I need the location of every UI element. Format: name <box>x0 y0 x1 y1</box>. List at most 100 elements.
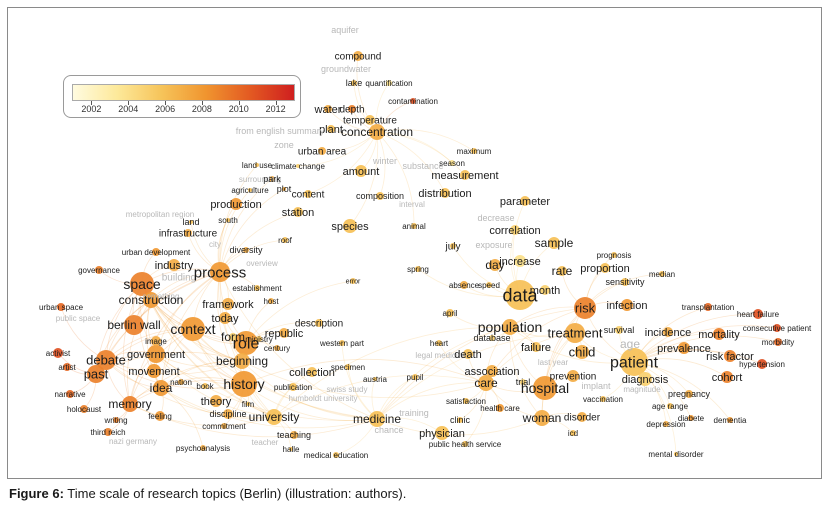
term-node[interactable] <box>113 417 119 423</box>
term-node[interactable] <box>96 350 116 370</box>
term-label[interactable]: medicine <box>353 412 401 426</box>
term-label[interactable]: training <box>399 408 429 418</box>
term-label[interactable]: temperature <box>343 116 397 127</box>
term-node[interactable] <box>412 374 418 380</box>
term-node[interactable] <box>659 271 665 277</box>
term-node[interactable] <box>130 272 154 296</box>
term-label[interactable]: depression <box>646 420 685 429</box>
term-node[interactable] <box>478 375 494 391</box>
term-label[interactable]: composition <box>356 191 404 201</box>
term-node[interactable] <box>565 323 585 343</box>
term-label[interactable]: western part <box>319 339 365 348</box>
term-label[interactable]: woman <box>522 411 562 425</box>
term-node[interactable] <box>351 80 357 86</box>
term-label[interactable]: medical education <box>304 451 368 460</box>
term-node[interactable] <box>486 365 498 377</box>
term-label[interactable]: vaccination <box>583 395 623 404</box>
term-node[interactable] <box>727 417 733 423</box>
term-label[interactable]: land use <box>242 161 273 170</box>
term-label[interactable]: government <box>127 349 185 361</box>
term-label[interactable]: morbidity <box>762 338 794 347</box>
term-label[interactable]: public space <box>56 314 101 323</box>
term-node[interactable] <box>460 170 470 180</box>
term-node[interactable] <box>415 266 421 272</box>
term-label[interactable]: infection <box>607 300 648 312</box>
term-label[interactable]: exposure <box>475 240 512 250</box>
term-node[interactable] <box>80 405 88 413</box>
term-node[interactable] <box>124 315 144 335</box>
term-label[interactable]: from english summary <box>236 126 325 136</box>
term-label[interactable]: increase <box>499 256 541 268</box>
term-node[interactable] <box>255 163 259 167</box>
term-node[interactable] <box>324 105 332 113</box>
term-label[interactable]: july <box>444 242 460 253</box>
term-label[interactable]: holocaust <box>67 405 102 414</box>
term-node[interactable] <box>575 345 589 359</box>
term-label[interactable]: collection <box>289 367 335 379</box>
term-label[interactable]: median <box>649 270 675 279</box>
term-node[interactable] <box>210 262 230 282</box>
term-node[interactable] <box>327 125 335 133</box>
term-label[interactable]: hypertension <box>739 360 785 369</box>
term-label[interactable]: sensitivity <box>605 277 645 287</box>
term-label[interactable]: aquifer <box>331 25 359 35</box>
term-node[interactable] <box>243 247 249 253</box>
term-node[interactable] <box>369 124 385 140</box>
term-label[interactable]: production <box>210 199 261 211</box>
term-node[interactable] <box>574 297 596 319</box>
term-label[interactable]: nation <box>170 378 192 387</box>
term-label[interactable]: history <box>223 376 264 392</box>
term-label[interactable]: april <box>442 309 457 318</box>
term-node[interactable] <box>66 390 74 398</box>
term-node[interactable] <box>548 237 560 249</box>
term-node[interactable] <box>168 259 180 271</box>
term-label[interactable]: decrease <box>477 213 514 223</box>
term-label[interactable]: quantification <box>365 79 412 88</box>
term-node[interactable] <box>151 336 161 346</box>
term-label[interactable]: berlin wall <box>107 318 160 332</box>
term-node[interactable] <box>279 328 289 338</box>
term-label[interactable]: clinic <box>450 415 471 425</box>
term-label[interactable]: surrounding <box>239 175 281 184</box>
term-node[interactable] <box>200 445 206 451</box>
term-label[interactable]: host <box>263 297 279 306</box>
term-node[interactable] <box>293 207 303 217</box>
term-label[interactable]: incidence <box>645 327 691 339</box>
term-label[interactable]: role <box>233 336 260 353</box>
term-node[interactable] <box>446 309 454 317</box>
term-label[interactable]: trial <box>516 377 531 387</box>
term-label[interactable]: parameter <box>500 196 550 208</box>
term-label[interactable]: absence <box>449 281 480 290</box>
term-node[interactable] <box>621 299 633 311</box>
term-node[interactable] <box>520 379 526 385</box>
term-label[interactable]: feeling <box>148 412 172 421</box>
term-node[interactable] <box>489 335 495 341</box>
term-node[interactable] <box>411 223 417 229</box>
term-label[interactable]: metropolitan region <box>126 210 194 219</box>
term-label[interactable]: population <box>478 319 543 335</box>
term-node[interactable] <box>376 192 384 200</box>
term-label[interactable]: association <box>464 366 519 378</box>
term-label[interactable]: maximum <box>457 147 492 156</box>
term-label[interactable]: care <box>474 376 498 390</box>
term-label[interactable]: age <box>620 337 640 351</box>
term-node[interactable] <box>502 319 518 335</box>
term-node[interactable] <box>721 371 733 383</box>
term-label[interactable]: pregnancy <box>668 389 711 399</box>
term-node[interactable] <box>489 259 501 271</box>
term-label[interactable]: teaching <box>277 430 311 440</box>
term-label[interactable]: theory <box>201 396 232 408</box>
term-node[interactable] <box>57 303 65 311</box>
term-node[interactable] <box>510 225 520 235</box>
term-node[interactable] <box>307 367 317 377</box>
term-label[interactable]: pupil <box>407 373 424 382</box>
term-label[interactable]: disorder <box>564 413 601 424</box>
term-label[interactable]: interval <box>399 200 425 209</box>
term-label[interactable]: icd <box>568 429 578 438</box>
term-label[interactable]: risk factor <box>706 351 754 363</box>
term-label[interactable]: winter <box>372 156 397 166</box>
term-node[interactable] <box>557 266 567 276</box>
term-node[interactable] <box>289 447 293 451</box>
term-node[interactable] <box>222 298 234 310</box>
term-label[interactable]: risk <box>575 301 596 316</box>
